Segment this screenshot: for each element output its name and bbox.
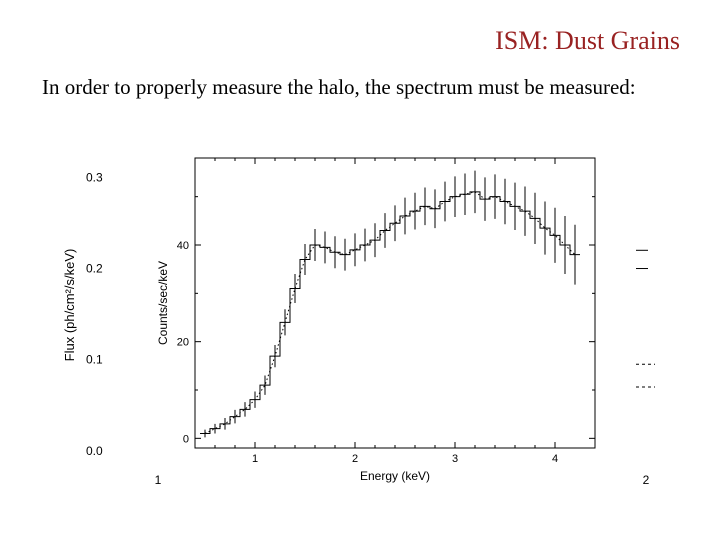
- svg-text:20: 20: [177, 337, 189, 349]
- slide-title: ISM: Dust Grains: [495, 26, 680, 56]
- intro-text: In order to properly measure the halo, t…: [42, 74, 675, 100]
- svg-text:2: 2: [352, 453, 358, 465]
- svg-text:0.2: 0.2: [86, 262, 103, 276]
- svg-text:1: 1: [155, 473, 162, 487]
- svg-text:0.1: 0.1: [86, 353, 103, 367]
- svg-text:4: 4: [552, 453, 558, 465]
- svg-text:1: 1: [252, 453, 258, 465]
- svg-text:0.0: 0.0: [86, 444, 103, 458]
- chart-composite: 0.00.10.20.312Flux (ph/cm²/s/keV)1234020…: [60, 140, 655, 500]
- svg-text:Energy (keV): Energy (keV): [360, 469, 430, 483]
- svg-text:2: 2: [643, 473, 650, 487]
- chart-svg: 0.00.10.20.312Flux (ph/cm²/s/keV)1234020…: [60, 140, 655, 500]
- svg-text:Counts/sec/keV: Counts/sec/keV: [156, 261, 170, 345]
- svg-text:0: 0: [183, 433, 189, 445]
- svg-text:Flux (ph/cm²/s/keV): Flux (ph/cm²/s/keV): [62, 249, 77, 362]
- svg-text:0.3: 0.3: [86, 170, 103, 184]
- svg-text:40: 40: [177, 240, 189, 252]
- svg-text:3: 3: [452, 453, 458, 465]
